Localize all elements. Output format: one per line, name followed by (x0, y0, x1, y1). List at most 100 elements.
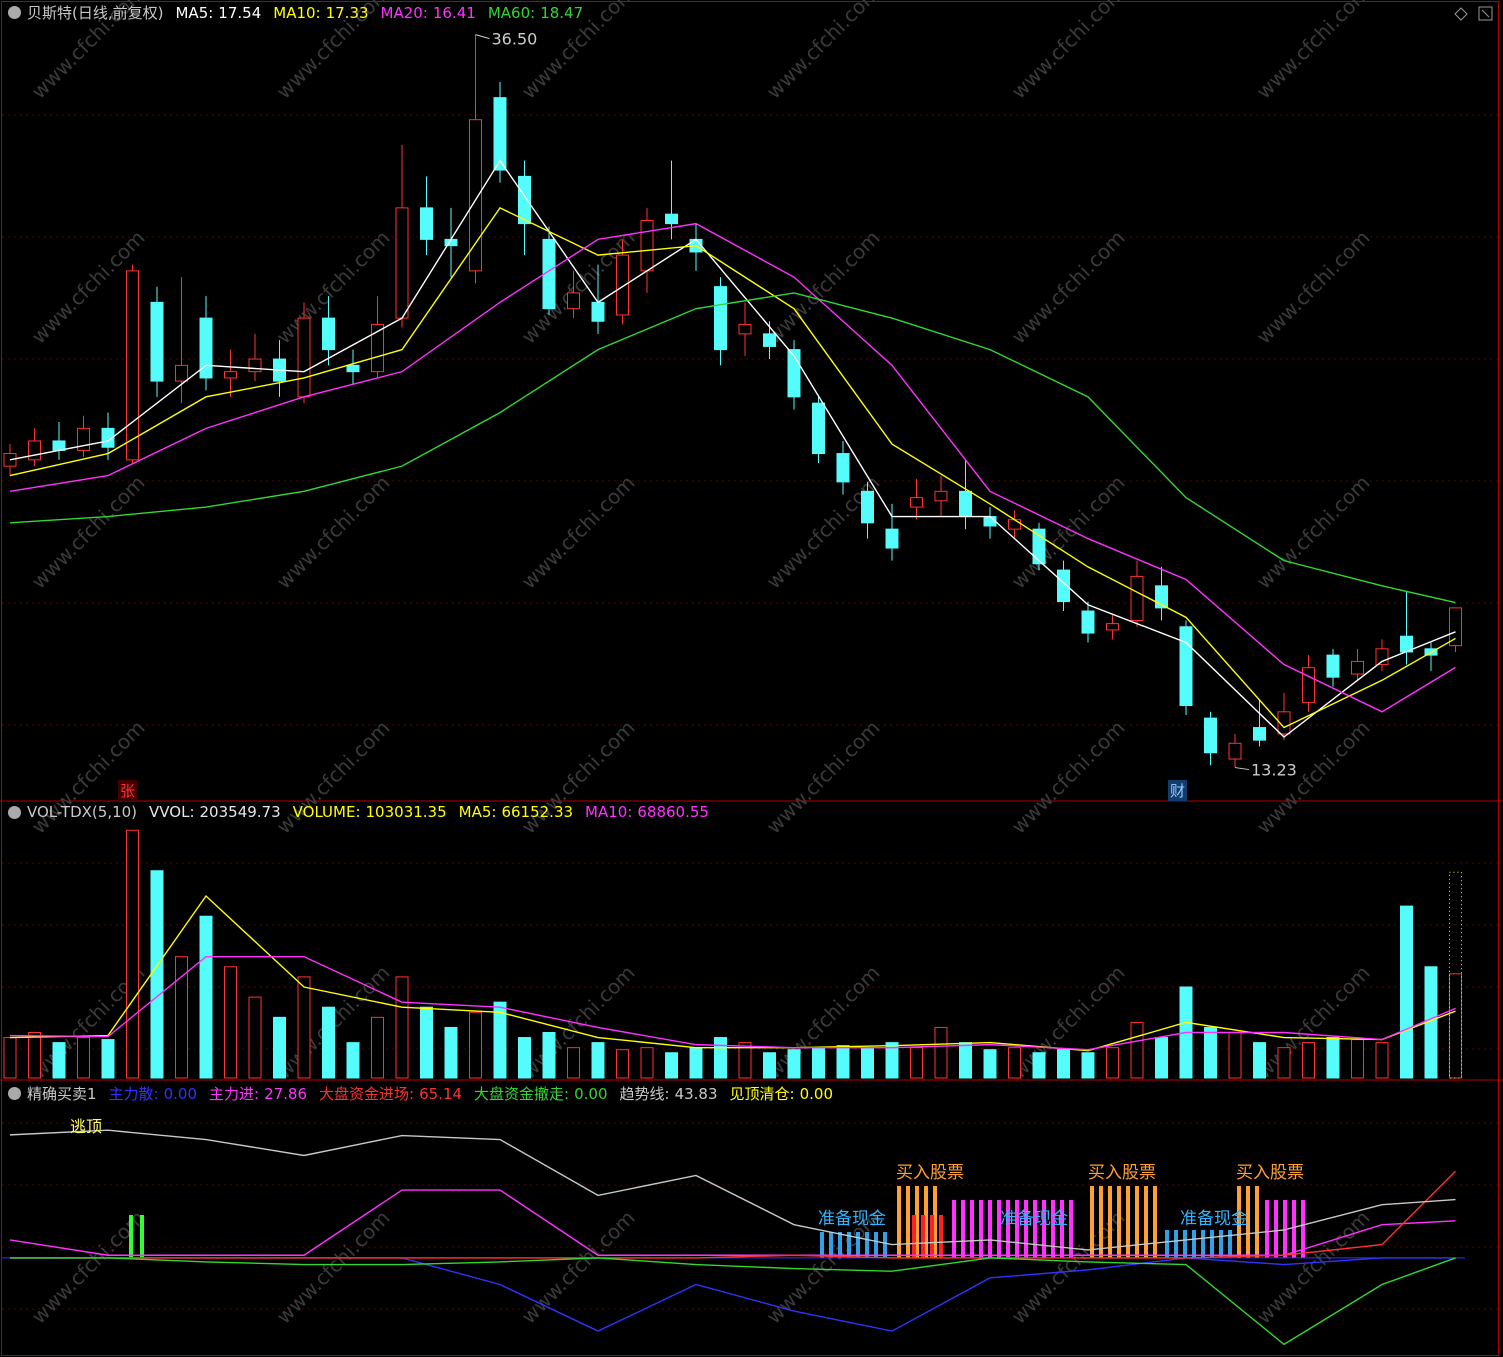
candle-body (1155, 585, 1168, 609)
signal-label: 买入股票 (1088, 1163, 1156, 1183)
volume-bar (689, 1047, 703, 1079)
volume-bar (101, 1039, 115, 1079)
annotation-arrow (475, 34, 490, 40)
legend-value: 65.14 (419, 1085, 463, 1103)
legend-label: MA60: (487, 3, 536, 22)
signal-column (912, 1215, 916, 1258)
signal-column (1301, 1200, 1305, 1258)
volume-bar (297, 976, 311, 1079)
signal-column (1144, 1186, 1148, 1258)
volume-bar (1106, 1047, 1119, 1079)
legend-item: VOLUME: 103031.35 (293, 803, 447, 821)
legend-value: 203549.73 (199, 803, 281, 821)
volume-bar (1326, 1037, 1340, 1079)
annotation-arrow (1234, 767, 1250, 771)
volume-bar (444, 1026, 458, 1079)
volume-bar (322, 1006, 335, 1079)
signal-column (1006, 1200, 1010, 1258)
candle-body (1179, 626, 1193, 707)
candle-body (224, 371, 237, 379)
line-series (9, 1189, 1456, 1256)
volume-bar (420, 1006, 433, 1079)
candle-body (346, 364, 360, 373)
legend-value: 17.33 (325, 3, 369, 22)
candle-body (175, 364, 188, 382)
signal-column (1292, 1200, 1296, 1258)
legend-label: MA10: (585, 803, 633, 821)
volume-bar (640, 1047, 654, 1079)
candle-body (738, 323, 752, 335)
legend-item: MA10: 17.33 (273, 4, 368, 22)
signal-column (906, 1186, 910, 1258)
signal-column (140, 1215, 144, 1258)
volume-bar (273, 1016, 286, 1079)
volume-bar (836, 1045, 850, 1079)
candle-body (493, 97, 507, 171)
plot: 36.50 13.23 (2, 30, 1465, 1346)
volume-bar (1449, 973, 1462, 1079)
volume-bar (224, 966, 237, 1079)
candle-body (1106, 623, 1119, 631)
legend-item: VVOL: 203549.73 (149, 803, 281, 821)
candle-body (371, 323, 384, 373)
legend-value: 103031.35 (365, 803, 447, 821)
candle-body (199, 317, 213, 379)
candle-body (420, 207, 433, 240)
volume-bar (1302, 1042, 1315, 1079)
candle-body (861, 490, 874, 524)
signal-column (1069, 1200, 1073, 1258)
volume-bar (346, 1042, 360, 1079)
candle-body (1032, 528, 1046, 565)
legend-value: 17.54 (218, 3, 262, 22)
signal-column (1237, 1186, 1241, 1258)
signal-column (897, 1186, 901, 1258)
candle-body (518, 175, 531, 225)
candle-body (1302, 667, 1315, 703)
volume-bar (1130, 1021, 1144, 1079)
legend-label: MA5: (458, 803, 497, 821)
candle-body (469, 119, 482, 272)
candle-body (1326, 654, 1340, 678)
candle-body (763, 333, 776, 347)
signal-column (1126, 1186, 1130, 1258)
event-marker: 张 (118, 780, 138, 801)
line-series (10, 1170, 1456, 1259)
candle-body (812, 402, 825, 455)
volume-bar (1375, 1042, 1389, 1079)
legend: VOL-TDX(5,10) VVOL: 203549.73 VOLUME: 103031… (8, 803, 709, 821)
signal-column (838, 1232, 842, 1258)
legend-item: MA60: 18.47 (488, 4, 583, 22)
signal-column (1090, 1186, 1094, 1258)
signal-column (820, 1232, 824, 1258)
volume-bar (52, 1042, 66, 1079)
signal-column (829, 1232, 833, 1258)
annotation-label: 36.50 (492, 30, 538, 49)
candle-body (248, 358, 262, 373)
legend-label: 大盘资金撤走: (474, 1085, 570, 1103)
legend-icon (8, 6, 21, 19)
signal-column (1015, 1200, 1019, 1258)
volume-bar (763, 1052, 776, 1079)
line-series (9, 955, 1456, 1051)
signal-column (1135, 1186, 1139, 1258)
candle-body (1081, 610, 1095, 634)
volume-bar (542, 1032, 556, 1079)
candle-body (910, 497, 923, 508)
annotation-label: 13.23 (1251, 761, 1297, 780)
signal-label: 逃顶 (70, 1117, 103, 1136)
signal-column (939, 1215, 943, 1258)
legend-icon (8, 1087, 21, 1100)
volume-bar (469, 1011, 482, 1079)
signal-column (865, 1232, 869, 1258)
signal-column (1228, 1230, 1232, 1258)
signal-label: 准备现金 (818, 1209, 886, 1229)
volume-bar (1204, 1026, 1217, 1079)
volume-bar (1155, 1037, 1168, 1079)
signal-label: 买入股票 (1236, 1163, 1304, 1183)
volume-bar (28, 1032, 41, 1079)
legend-item: 主力进: 27.86 (209, 1083, 307, 1104)
signal-column (1165, 1230, 1169, 1258)
